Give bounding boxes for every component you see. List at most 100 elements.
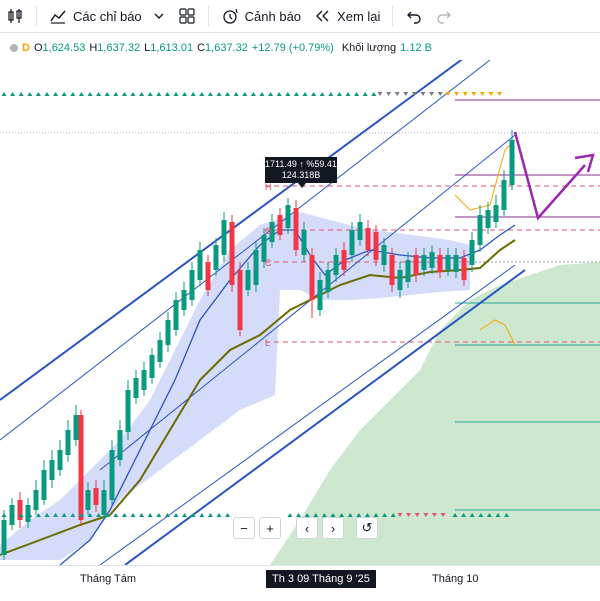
candle-body	[397, 270, 403, 290]
low-key: L	[144, 42, 151, 54]
candle-body	[1, 520, 7, 555]
candle-body	[293, 208, 299, 250]
candle-body	[93, 488, 99, 505]
buy-marker	[328, 92, 334, 96]
lagging-span	[454, 139, 516, 211]
price-chart[interactable]: H O C L	[0, 60, 600, 565]
buy-marker	[216, 92, 222, 96]
buy-marker	[61, 92, 67, 96]
sell-marker	[431, 513, 437, 517]
scroll-right-button[interactable]: ›	[322, 517, 344, 539]
toolbar-divider	[207, 6, 209, 26]
candlestick-series	[1, 130, 515, 560]
buy-marker	[182, 513, 188, 517]
redo-button[interactable]	[429, 0, 459, 32]
candle-body	[333, 255, 339, 275]
buy-marker	[293, 92, 299, 96]
time-label: Tháng 10	[432, 573, 479, 585]
candle-body	[269, 222, 275, 242]
pivot-label-c: C	[265, 258, 272, 268]
buy-marker	[225, 92, 231, 96]
buy-marker	[35, 513, 41, 517]
high-value: 1,637.32	[97, 42, 141, 54]
zoom-out-button[interactable]: −	[233, 517, 255, 539]
buy-marker	[130, 92, 136, 96]
buy-marker	[311, 92, 317, 96]
undo-button[interactable]	[399, 0, 429, 32]
layout-templates-button[interactable]	[172, 0, 202, 32]
buy-marker	[199, 513, 205, 517]
pivot-label-l: L	[265, 338, 270, 348]
buy-marker	[87, 92, 93, 96]
tooltip-volume: 124.318B	[281, 170, 321, 180]
buy-marker	[70, 513, 76, 517]
buy-marker	[495, 513, 501, 517]
buy-marker	[70, 92, 76, 96]
buy-marker	[371, 92, 377, 96]
replay-label: Xem lại	[337, 8, 381, 24]
buy-marker	[452, 513, 458, 517]
candle-body	[437, 255, 443, 272]
volatility-band	[0, 212, 470, 560]
candle-body	[237, 270, 243, 330]
redo-icon	[437, 11, 452, 24]
candle-body	[157, 340, 163, 362]
buy-marker	[504, 513, 510, 517]
crosshair-time-label: Th 3 09 Tháng 9 '25	[266, 570, 376, 588]
buy-marker	[233, 92, 239, 96]
candle-body	[197, 250, 203, 280]
buy-marker	[35, 92, 41, 96]
buy-marker	[382, 513, 388, 517]
pivot-label-h: H	[265, 182, 272, 192]
channel-upper-inner	[0, 60, 491, 441]
sell-marker	[397, 513, 403, 517]
chart-type-button[interactable]	[0, 0, 30, 32]
candle-body	[501, 180, 507, 210]
indicator-chart-icon	[50, 10, 66, 24]
buy-marker	[242, 92, 248, 96]
replay-button[interactable]: Xem lại	[307, 0, 386, 32]
sell-marker	[411, 92, 417, 96]
sell-marker	[488, 92, 494, 96]
candle-body	[301, 230, 307, 255]
zoom-controls: − +	[233, 517, 281, 539]
buy-marker	[139, 92, 145, 96]
candle-body	[469, 240, 475, 265]
zoom-in-button[interactable]: +	[259, 517, 281, 539]
indicators-button[interactable]: Các chỉ báo	[43, 0, 172, 32]
reset-chart-button[interactable]: ↺	[356, 517, 378, 539]
candle-body	[509, 140, 515, 185]
buy-marker	[53, 92, 59, 96]
candle-body	[181, 290, 187, 310]
top-toolbar: Các chỉ báo Cảnh báo Xem lại	[0, 0, 600, 33]
buy-marker	[362, 92, 368, 96]
buy-marker	[469, 513, 475, 517]
buy-marker	[164, 92, 170, 96]
buy-marker	[113, 92, 119, 96]
candle-body	[149, 355, 155, 378]
candle-body	[445, 255, 451, 270]
buy-marker	[78, 513, 84, 517]
high-key: H	[89, 42, 98, 54]
buy-marker	[207, 92, 213, 96]
candle-body	[189, 270, 195, 300]
alerts-label: Cảnh báo	[244, 8, 302, 24]
buy-marker	[147, 513, 153, 517]
buy-marker	[259, 92, 265, 96]
sell-marker	[420, 92, 426, 96]
scroll-left-button[interactable]: ‹	[296, 517, 318, 539]
buy-marker	[121, 513, 127, 517]
open-key: O	[33, 42, 43, 54]
time-axis[interactable]: Tháng Tám Th 3 09 Tháng 9 '25 Tháng 10	[0, 565, 600, 601]
buy-marker	[354, 92, 360, 96]
candle-body	[477, 215, 483, 245]
candle-body	[125, 390, 131, 432]
sell-marker	[445, 92, 451, 96]
candle-body	[141, 370, 147, 390]
signal-markers	[1, 92, 510, 517]
alerts-button[interactable]: Cảnh báo	[215, 0, 307, 32]
projection-arrow	[513, 131, 586, 221]
buy-marker	[104, 513, 110, 517]
lagging-span	[479, 319, 516, 346]
candle-body	[41, 470, 47, 500]
